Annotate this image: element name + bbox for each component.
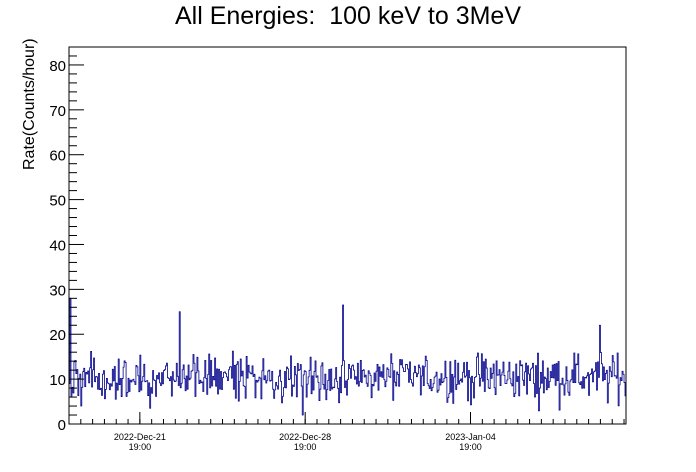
y-tick-label: 70: [49, 103, 66, 120]
y-axis: 0 10 20 30 40 50 60 70 80: [49, 46, 84, 434]
x-tick-label-date: 2022-Dec-21: [114, 432, 166, 442]
y-tick-label: 0: [58, 417, 66, 434]
chart-title: All Energies: 100 keV to 3MeV: [174, 2, 522, 30]
y-tick-label: 10: [49, 372, 66, 389]
y-tick-label: 20: [49, 327, 66, 344]
y-tick-label: 40: [49, 237, 66, 254]
x-tick-label-time: 19:00: [459, 442, 482, 452]
x-axis: 2022-Dec-2119:002022-Dec-2819:002023-Jan…: [68, 412, 625, 452]
y-tick-label: 60: [49, 148, 66, 165]
x-tick-label-date: 2023-Jan-04: [445, 432, 496, 442]
x-tick-label-date: 2022-Dec-28: [279, 432, 331, 442]
series-layer: [69, 297, 627, 416]
x-tick-label-time: 19:00: [294, 442, 317, 452]
y-tick-label: 80: [49, 58, 66, 75]
y-axis-label: Rate(Counts/hour): [21, 38, 38, 170]
y-tick-label: 30: [49, 282, 66, 299]
x-tick-label-time: 19:00: [129, 442, 152, 452]
series-line: [69, 297, 627, 416]
y-tick-label: 50: [49, 193, 66, 210]
